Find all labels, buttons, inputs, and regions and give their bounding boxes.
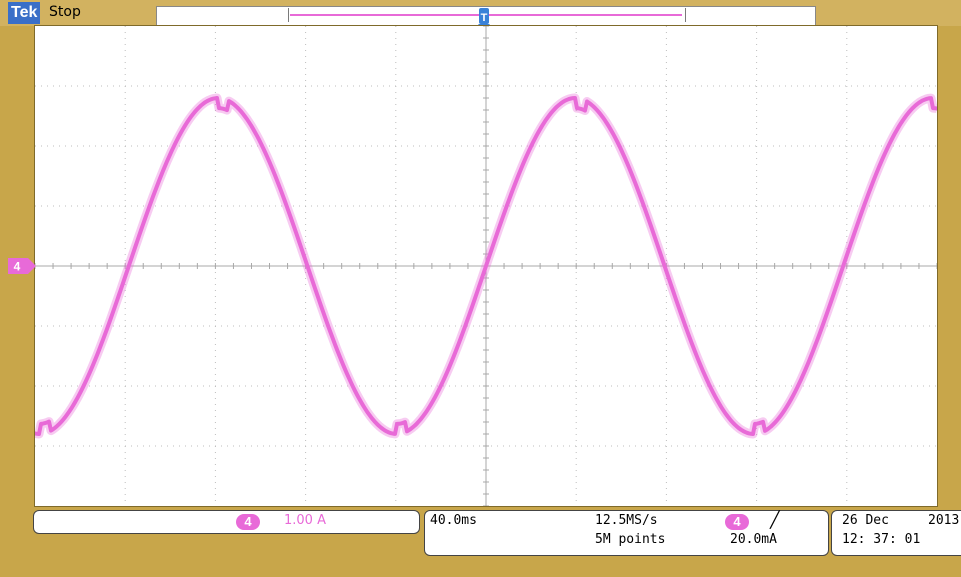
timebase-value: 40.0ms [430,513,477,528]
record-length-value: 5M points [595,532,666,547]
waveform-graticule[interactable] [34,25,938,507]
date-time-readout: 26 Dec 2013 12: 37: 01 [831,510,961,556]
record-window-bracket[interactable] [288,8,686,22]
horizontal-trigger-readout[interactable]: 40.0ms 12.5MS/s 5M points 4 ╱ 20.0mA [424,510,829,556]
channel-4-trace [35,96,937,436]
trigger-level-value: 20.0mA [730,532,777,547]
sample-rate-value: 12.5MS/s [595,513,658,528]
top-status-bar: Tek Stop T [0,0,961,31]
time-value: 12: 37: 01 [842,532,921,547]
channel-readout[interactable]: 4 1.00 A [33,510,420,534]
channel-4-trace-glow [35,93,937,439]
channel-4-badge: 4 [236,514,260,530]
tek-logo: Tek [8,2,41,24]
channel-4-ground-marker[interactable]: 4 [8,258,36,274]
trigger-source-badge: 4 [725,514,749,530]
trigger-position-icon-body [479,8,489,24]
date-day-month: 26 Dec [842,513,889,528]
channel-scale: 1.00 A [284,513,326,528]
run-status-label: Stop [49,4,81,20]
date-year: 2013 [928,513,960,528]
channel-marker-label: 4 [14,260,21,274]
rising-edge-icon: ╱ [770,510,780,529]
trigger-position-label: T [481,12,488,24]
